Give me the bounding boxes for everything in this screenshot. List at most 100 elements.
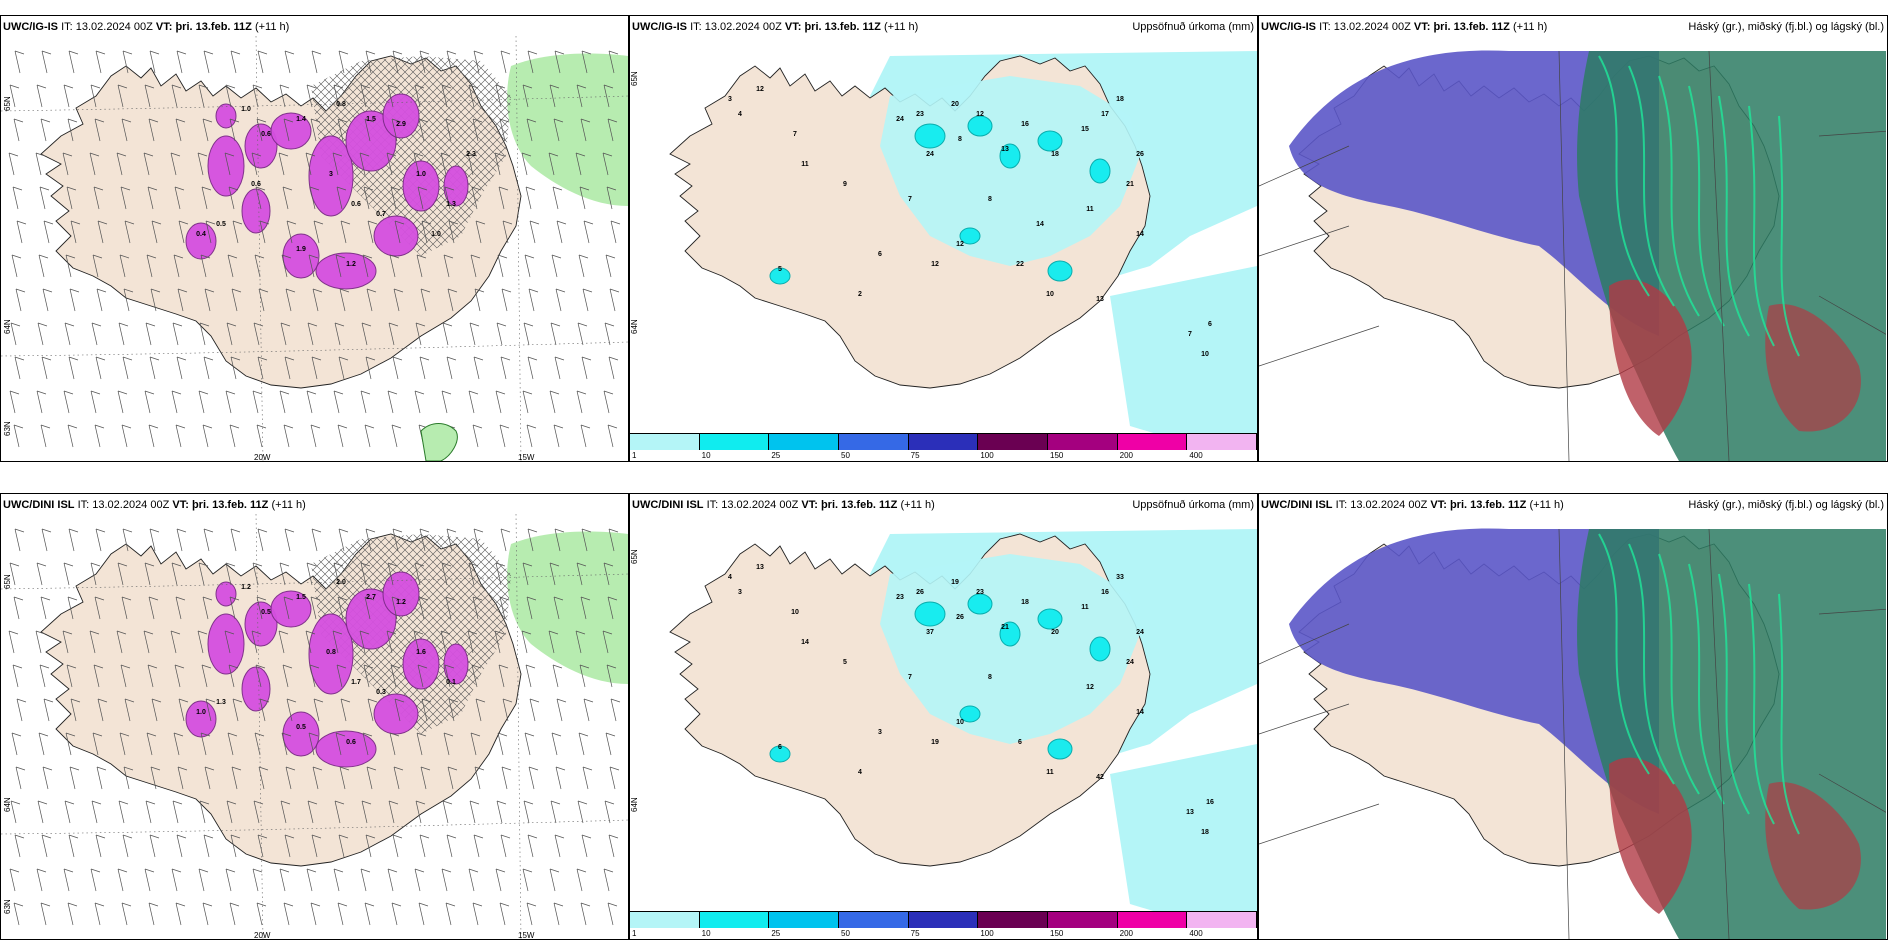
value-label: 12 xyxy=(1086,684,1094,691)
value-label: 0.3 xyxy=(376,689,386,696)
value-label: 19 xyxy=(931,739,939,746)
value-label: 0.6 xyxy=(351,201,361,208)
value-label: 0.5 xyxy=(216,221,226,228)
colorbar-tick: 400 xyxy=(1189,929,1203,938)
colorbar-swatch xyxy=(1187,911,1257,928)
axis-label: 64N xyxy=(630,319,639,334)
colorbar-tick: 25 xyxy=(771,929,781,938)
value-label: 7 xyxy=(793,131,797,138)
axis-label: 64N xyxy=(3,797,12,812)
colorbar-swatch xyxy=(839,433,909,450)
value-label: 18 xyxy=(1116,96,1124,103)
value-label: 5 xyxy=(778,266,782,273)
colorbar-swatch xyxy=(1117,911,1188,928)
colorbar-tick: 25 xyxy=(771,451,781,460)
value-label: 18 xyxy=(1201,829,1209,836)
colorbar-swatch xyxy=(908,911,979,928)
value-label: 42 xyxy=(1096,774,1104,781)
mid-cloud-area xyxy=(1609,279,1692,436)
low-cloud-area xyxy=(1289,528,1659,814)
colorbar-swatch xyxy=(630,433,700,450)
colorbar-swatch xyxy=(1187,433,1257,450)
value-label: 15 xyxy=(1081,126,1089,133)
value-label: 9 xyxy=(843,181,847,188)
value-label: 21 xyxy=(1126,181,1134,188)
value-label: 12 xyxy=(756,86,764,93)
colorbar-swatch xyxy=(1117,433,1188,450)
value-label: 33 xyxy=(1116,574,1124,581)
value-label: 4 xyxy=(738,111,742,118)
value-label: 4 xyxy=(728,574,732,581)
value-label: 11 xyxy=(801,161,809,168)
precip-light-area xyxy=(1110,744,1257,919)
value-label: 14 xyxy=(1136,709,1144,716)
value-labels: 3412711242320248121316181517182621118122… xyxy=(728,86,1212,358)
axis-label: 65N xyxy=(630,71,639,86)
value-label: 24 xyxy=(1126,659,1134,666)
value-label: 8 xyxy=(988,674,992,681)
hatched-area xyxy=(311,56,511,256)
value-label: 2.0 xyxy=(336,579,346,586)
colorbar-swatch xyxy=(769,433,839,450)
colorbar-swatch xyxy=(769,911,839,928)
value-label: 11 xyxy=(1046,769,1054,776)
value-label: 0.8 xyxy=(326,649,336,656)
value-label: 0.1 xyxy=(446,679,456,686)
snow-areas xyxy=(185,571,469,768)
value-label: 12 xyxy=(931,261,939,268)
value-label: 3 xyxy=(728,96,732,103)
colorbar-tick: 75 xyxy=(910,929,920,938)
colorbar-swatch xyxy=(839,911,909,928)
mid-cloud-area xyxy=(1765,782,1861,910)
value-label: 14 xyxy=(1036,221,1044,228)
colorbar-tick: 200 xyxy=(1119,451,1134,460)
colorbar-swatch xyxy=(699,433,770,450)
colorbar-tick: 50 xyxy=(841,451,850,460)
value-label: 13 xyxy=(1096,296,1104,303)
value-label: 18 xyxy=(1051,151,1059,158)
value-label: 26 xyxy=(956,614,964,621)
panel-wind-snow-top: UWC/IG-IS IT: 13.02.2024 00Z VT: þri. 13… xyxy=(0,15,629,462)
panel-title: Uppsöfnuð úrkoma (mm) xyxy=(1132,499,1254,511)
value-label: 0.4 xyxy=(196,231,206,238)
value-labels: 1.0 0.6 1.4 0.8 1.5 2.9 3 0.6 0.7 1.0 1.3 1.2 1.9 0.5… xyxy=(196,101,476,268)
panel-title: Uppsöfnuð úrkoma (mm) xyxy=(1132,21,1254,33)
value-label: 1.6 xyxy=(416,649,426,656)
value-label: 13 xyxy=(756,564,764,571)
value-label: 23 xyxy=(896,594,904,601)
panel-precip-bottom: UWC/DINI ISL IT: 13.02.2024 00Z VT: þri.… xyxy=(629,493,1258,940)
value-label: 23 xyxy=(976,589,984,596)
value-label: 1.7 xyxy=(351,679,361,686)
value-label: 6 xyxy=(1208,321,1212,328)
colorbar-swatch xyxy=(1048,911,1118,928)
axis-label: 15W xyxy=(518,931,535,940)
value-label: 0.6 xyxy=(261,131,271,138)
wind-barbs xyxy=(8,528,621,926)
colorbar-swatch xyxy=(699,911,770,928)
value-label: 17 xyxy=(1101,111,1109,118)
precip-light-area xyxy=(880,554,1140,744)
axis-label: 63N xyxy=(3,421,12,436)
colorbar-tick: 10 xyxy=(701,929,711,938)
precip-mid-areas xyxy=(769,593,1111,763)
mid-cloud-area xyxy=(1609,757,1692,914)
value-label: 11 xyxy=(1081,604,1089,611)
green-region xyxy=(507,531,628,684)
colorbar-tick: 50 xyxy=(841,929,850,938)
panel-header: UWC/DINI ISL IT: 13.02.2024 00Z VT: þri.… xyxy=(1261,499,1564,511)
axis-label: 64N xyxy=(3,319,12,334)
value-label: 23 xyxy=(916,111,924,118)
value-label: 26 xyxy=(916,589,924,596)
snow-areas xyxy=(185,93,469,290)
value-label: 1.0 xyxy=(431,231,441,238)
value-label: 1.5 xyxy=(366,116,376,123)
colorbar-swatch xyxy=(978,433,1048,450)
panel-title: Háský (gr.), miðský (fj.bl.) og lágský (… xyxy=(1688,21,1884,33)
colorbar-tick: 1 xyxy=(632,451,637,460)
value-label: 19 xyxy=(951,579,959,586)
value-label: 1.2 xyxy=(241,584,251,591)
value-label: 1.3 xyxy=(216,699,226,706)
value-label: 1.5 xyxy=(296,594,306,601)
map-wind-snow: 1.2 0.5 1.5 2.0 2.7 1.2 0.8 1.7 0.3 1.6 0.1 0.6 0.5 1… xyxy=(1,514,628,939)
colorbar: 1 10 25 50 75 100 150 200 400 xyxy=(630,433,1257,461)
